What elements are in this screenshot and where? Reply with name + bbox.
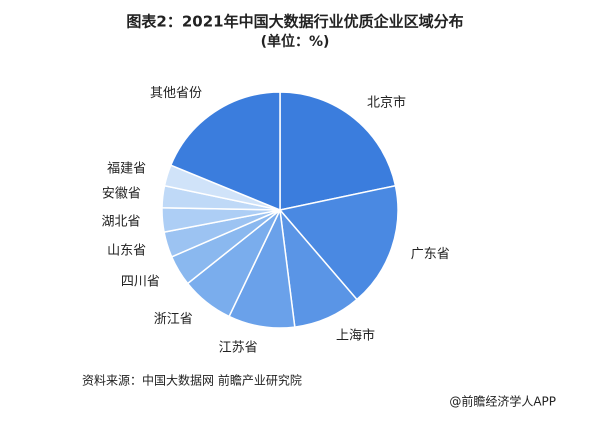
slice-label: 福建省 [107, 161, 146, 176]
slice-label: 湖北省 [101, 214, 140, 229]
chart-subtitle: (单位：%) [261, 33, 330, 50]
pie-slice [279, 91, 397, 211]
source-note: 资料来源：中国大数据网 前瞻产业研究院 [82, 373, 302, 388]
slice-label: 上海市 [336, 328, 375, 344]
chart-title: 图表2：2021年中国大数据行业优质企业区域分布 [126, 13, 463, 31]
slice-label: 山东省 [107, 244, 146, 259]
slice-label: 四川省 [121, 275, 160, 290]
slice-label: 安徽省 [102, 187, 141, 202]
slice-label: 江苏省 [219, 340, 258, 356]
slice-label: 北京市 [367, 94, 406, 110]
slice-label: 其他省份 [150, 86, 202, 101]
pie-slice [169, 91, 281, 212]
slice-label: 广东省 [411, 247, 450, 262]
watermark: @前瞻经济学人APP [449, 394, 556, 409]
slice-label: 浙江省 [154, 312, 193, 327]
pie-slice [278, 184, 399, 301]
